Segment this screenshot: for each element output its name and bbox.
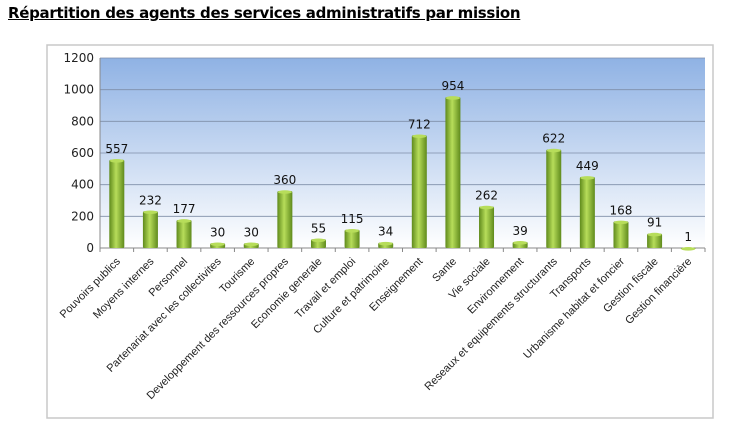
data-label: 168 [610,203,633,217]
bar [647,233,663,248]
bar-top [681,247,696,251]
y-tick-label: 1200 [63,51,94,65]
y-tick-label: 600 [71,146,94,160]
data-label: 360 [273,173,296,187]
bar [411,135,427,248]
bar [546,149,562,248]
bar-top [378,241,393,246]
data-label: 30 [244,225,259,239]
bar [344,229,360,248]
data-label: 55 [311,221,326,235]
y-tick-label: 400 [71,178,94,192]
data-label: 262 [475,189,498,203]
data-label: 30 [210,225,225,239]
data-label: 557 [105,142,128,156]
bar-top [479,205,494,210]
data-label: 34 [378,225,393,239]
bar-top [143,210,158,215]
data-label: 712 [408,117,431,131]
data-label: 622 [542,132,565,146]
data-label: 232 [139,193,162,207]
bar [479,206,495,248]
data-label: 91 [647,216,662,230]
bar-top [445,96,460,100]
bar-top [177,219,192,223]
y-tick-label: 800 [71,114,94,128]
bar [277,191,293,248]
bar-top [546,148,561,153]
bar [445,96,461,248]
data-label: 39 [512,224,527,238]
bar-top [580,176,595,180]
bar-top [513,241,528,245]
data-label: 177 [173,202,196,216]
bar [176,219,192,248]
bar [613,221,629,248]
bar-top [210,242,225,247]
bar-top [244,242,259,247]
bar-top [311,238,326,243]
y-tick-label: 1000 [63,83,94,97]
bar-top [109,159,124,163]
bar-top [412,134,427,139]
y-tick-label: 200 [71,209,94,223]
y-tick-label: 0 [86,241,94,255]
data-label: 1 [684,230,692,244]
bar [142,211,158,248]
bar-top [613,220,628,225]
bar-top [277,190,292,194]
data-label: 449 [576,159,599,173]
bar [109,159,125,248]
bar-top [345,228,360,233]
bar-top [647,232,662,237]
data-label: 115 [341,212,364,226]
data-label: 954 [441,79,464,93]
chart-title: Répartition des agents des services admi… [8,4,521,22]
bar [579,176,595,248]
